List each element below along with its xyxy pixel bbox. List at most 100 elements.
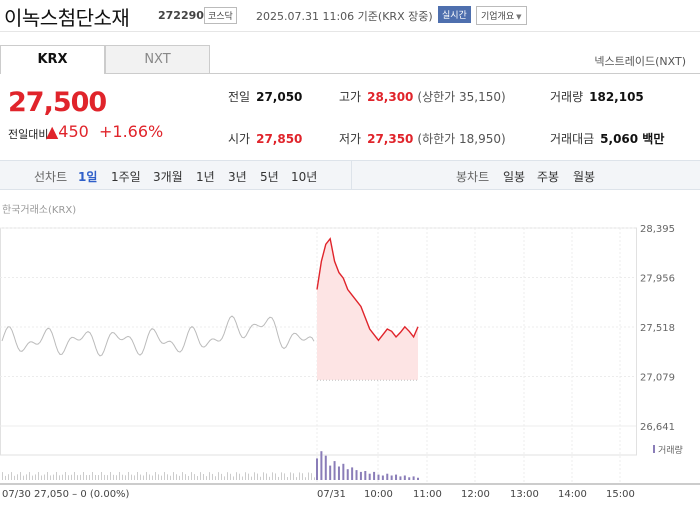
realtime-badge[interactable]: 실시간 — [438, 6, 471, 23]
prev-volume-bar — [296, 477, 297, 480]
price-line — [316, 237, 419, 342]
prev-volume-bar — [191, 472, 192, 480]
stat-label: 전일 — [228, 90, 251, 104]
prev-volume-bar — [59, 475, 60, 480]
candle-weekly[interactable]: 주봉 — [537, 170, 560, 184]
volume-bar — [364, 471, 367, 480]
prev-volume-bar — [71, 474, 72, 480]
volume-bar — [399, 476, 402, 480]
prev-volume-bar — [161, 475, 162, 480]
stat-label: 거래대금 — [550, 132, 595, 146]
y-tick-label: 26,641 — [640, 422, 675, 433]
prev-volume-bar — [41, 475, 42, 480]
candle-daily[interactable]: 일봉 — [503, 170, 526, 184]
period-3m[interactable]: 3개월 — [153, 170, 183, 184]
stock-name: 이녹스첨단소재 — [4, 6, 130, 30]
candle-monthly[interactable]: 월봉 — [573, 170, 596, 184]
corp-info-label: 기업개요 — [481, 12, 515, 22]
line-chart-label: 선차트 — [34, 170, 68, 184]
change-value: ▲450 — [46, 122, 89, 141]
volume-bar — [403, 475, 406, 480]
volume-bar — [368, 473, 371, 480]
x-tick-label: 14:00 — [558, 489, 587, 500]
nextrade-link[interactable]: 넥스트레이드(NXT) — [594, 55, 686, 68]
period-1d[interactable]: 1일 — [78, 170, 98, 184]
prev-volume-bar — [179, 475, 180, 480]
prev-volume-bar — [20, 472, 21, 480]
prev-volume-bar — [146, 472, 147, 480]
period-5y[interactable]: 5년 — [260, 170, 279, 184]
prev-volume-bar — [209, 472, 210, 480]
prev-volume-bar — [272, 472, 273, 480]
prev-volume-bar — [302, 473, 303, 480]
stat-amount: 거래대금 5,060 백만 — [550, 130, 664, 147]
prev-volume-bar — [2, 472, 3, 480]
stat-value: 27,350 — [367, 132, 414, 146]
prev-volume-bar — [224, 476, 225, 480]
prev-volume-bar — [107, 475, 108, 480]
volume-bar — [333, 461, 336, 480]
y-tick-label: 27,956 — [640, 274, 675, 285]
prev-volume-bar — [65, 472, 66, 480]
prev-volume-bar — [284, 473, 285, 480]
prev-volume-bar — [50, 475, 51, 480]
prev-volume-bar — [77, 475, 78, 480]
stat-value: 28,300 — [367, 90, 414, 104]
price-area — [317, 238, 418, 380]
tab-nxt[interactable]: NXT — [105, 45, 210, 74]
prev-volume-bar — [314, 477, 315, 480]
prev-volume-bar — [17, 474, 18, 480]
current-price: 27,500 — [8, 87, 107, 118]
prev-volume-bar — [149, 474, 150, 480]
prev-volume-bar — [116, 475, 117, 480]
period-3y[interactable]: 3년 — [228, 170, 247, 184]
chevron-down-icon: ▼ — [516, 13, 522, 21]
prev-volume-bar — [155, 472, 156, 480]
volume-bar — [381, 475, 384, 480]
prev-volume-bar — [44, 474, 45, 480]
prev-volume-bar — [143, 475, 144, 480]
stat-value: 5,060 백만 — [600, 132, 665, 146]
volume-bar — [355, 470, 358, 480]
volume-bar — [342, 463, 345, 480]
prev-day-line — [1, 315, 315, 357]
candle-chart-label: 봉차트 — [456, 170, 490, 184]
volume-bar — [329, 465, 332, 480]
prev-volume-bar — [221, 473, 222, 480]
prev-volume-bar — [113, 474, 114, 480]
y-tick-label: 27,079 — [640, 373, 675, 384]
period-10y[interactable]: 10년 — [291, 170, 318, 184]
period-1w[interactable]: 1주일 — [111, 170, 141, 184]
prev-volume-bar — [311, 473, 312, 480]
period-separator — [351, 161, 352, 189]
prev-volume-bar — [23, 475, 24, 480]
prev-volume-bar — [281, 472, 282, 480]
prev-volume-bar — [35, 474, 36, 480]
prev-volume-bar — [47, 472, 48, 480]
volume-bar — [359, 471, 362, 480]
corp-info-button[interactable]: 기업개요 ▼ — [476, 6, 527, 25]
prev-volume-bar — [248, 473, 249, 480]
prev-volume-bar — [182, 472, 183, 480]
prev-volume-bar — [74, 472, 75, 480]
volume-bar — [320, 451, 323, 480]
prev-volume-bar — [125, 475, 126, 480]
x-tick-label: 07/31 — [317, 489, 346, 500]
plot-frame — [0, 227, 637, 456]
tab-krx[interactable]: KRX — [0, 45, 105, 74]
stat-value: 27,850 — [256, 132, 303, 146]
stock-header: 이녹스첨단소재 272290 코스닥 2025.07.31 11:06 기준(K… — [0, 0, 700, 32]
prev-volume-bar — [230, 473, 231, 480]
intraday-chart[interactable]: 28,395 27,956 27,518 27,079 26,641 07/31 10:00… — [0, 212, 700, 505]
period-1y[interactable]: 1년 — [196, 170, 215, 184]
volume-bar — [408, 477, 411, 480]
prev-volume-bar — [26, 474, 27, 480]
prev-volume-bar — [38, 472, 39, 480]
prev-volume-bar — [233, 476, 234, 480]
prev-volume-bar — [98, 475, 99, 480]
prev-volume-bar — [188, 475, 189, 480]
prev-volume-bar — [140, 474, 141, 480]
prev-volume-bar — [251, 476, 252, 480]
market-badge: 코스닥 — [204, 7, 237, 24]
prev-volume-bar — [68, 475, 69, 480]
